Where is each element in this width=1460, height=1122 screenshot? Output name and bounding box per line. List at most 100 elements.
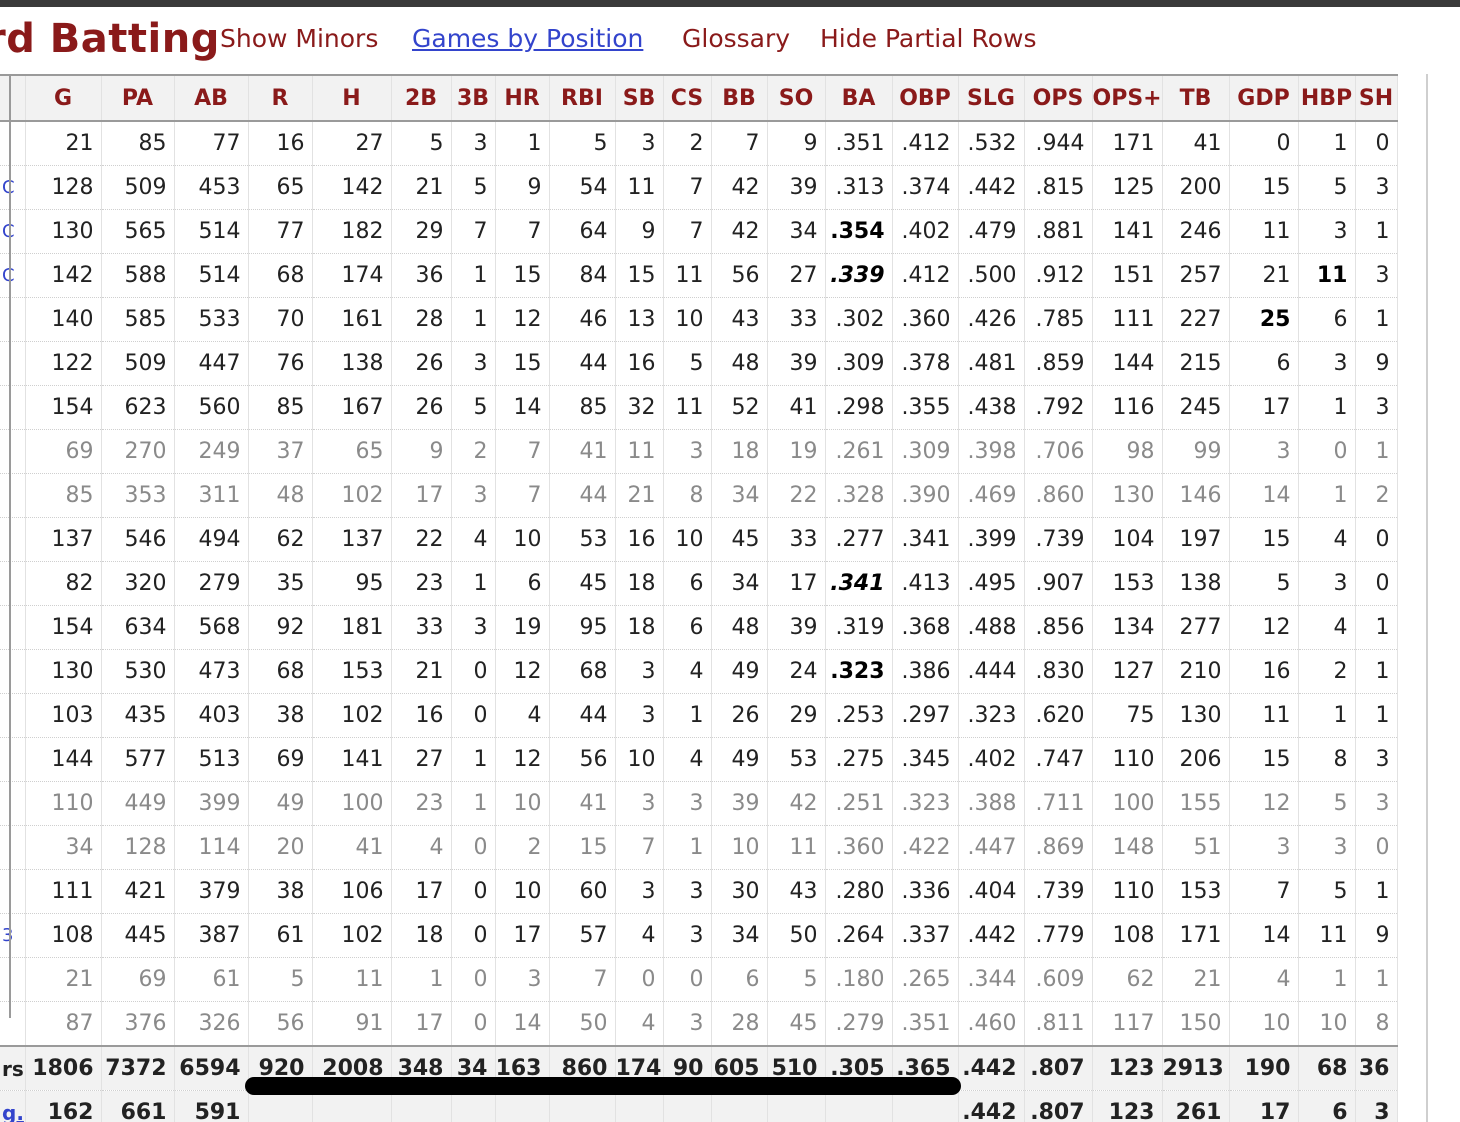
stat-cell: 8 [1355,1001,1398,1047]
row-lead-cell[interactable]: C [0,165,26,210]
column-header-obp[interactable]: OBP [892,74,959,122]
glossary-link[interactable]: Glossary [682,24,791,53]
column-header-3b[interactable]: 3B [451,74,496,122]
stat-cell: .747 [1024,737,1093,782]
stat-cell: 108 [25,913,102,958]
stat-cell: 9 [495,165,550,210]
stat-cell: .345 [892,737,959,782]
row-lead-cell [0,385,26,430]
stat-cell: 6 [495,561,550,606]
column-header-ba[interactable]: BA [825,74,893,122]
season-row: C13056551477182297764974234.354.402.479.… [0,209,1398,254]
stat-cell: 1 [1355,429,1398,474]
stat-cell: 41 [549,781,616,826]
stat-cell: 3 [1355,253,1398,298]
column-header-pa[interactable]: PA [101,74,175,122]
column-header-so[interactable]: SO [767,74,826,122]
column-header-r[interactable]: R [248,74,313,122]
hide-partial-rows-link[interactable]: Hide Partial Rows [820,24,1037,53]
column-header-bb[interactable]: BB [711,74,768,122]
stat-cell: 171 [1092,121,1163,166]
row-lead-cell[interactable]: C [0,253,26,298]
stat-cell: .378 [892,341,959,386]
stat-cell [767,1090,826,1122]
stat-cell: 56 [549,737,616,782]
stat-cell: 7 [495,473,550,518]
column-header-h[interactable]: H [312,74,392,122]
row-lead-cell [0,737,26,782]
stat-cell: 41 [312,825,392,870]
stat-cell: 10 [495,869,550,914]
column-header-rbi[interactable]: RBI [549,74,616,122]
stat-cell: 62 [248,517,313,562]
stat-cell: 39 [767,165,826,210]
stat-cell: 116 [1092,385,1163,430]
stat-cell: .313 [825,165,893,210]
stat-cell: 36 [391,253,452,298]
season-row: 87 376 326 56 91 17 0 14 50 4 3 28 45.279.351.460.81… [0,1001,1398,1047]
season-row: 137 546 494 62 137 22 4 10 53 16 10 45 33.277.341.39… [0,517,1398,562]
row-lead-cell[interactable]: rs [0,1045,26,1091]
stat-cell: 56 [711,253,768,298]
stat-cell: 546 [101,517,175,562]
column-header-hbp[interactable]: HBP [1298,74,1356,122]
stat-cell: 3 [615,781,664,826]
games-by-position-link[interactable]: Games by Position [412,24,644,53]
stat-cell: 320 [101,561,175,606]
stat-cell: 11 [312,957,392,1002]
column-header-cs[interactable]: CS [663,74,712,122]
column-header-hr[interactable]: HR [495,74,550,122]
stat-cell: .739 [1024,869,1093,914]
stat-cell: .620 [1024,693,1093,738]
stat-cell: 138 [1162,561,1230,606]
column-header-slg[interactable]: SLG [958,74,1025,122]
stat-cell: 246 [1162,209,1230,254]
column-header-sh[interactable]: SH [1355,74,1398,122]
stat-cell: 5 [1229,561,1299,606]
stat-cell: 130 [25,649,102,694]
stat-cell: .739 [1024,517,1093,562]
stat-cell: 45 [549,561,616,606]
stat-cell: 12 [495,737,550,782]
stat-cell: 3 [1355,737,1398,782]
stat-cell: 2 [495,825,550,870]
table-left-rule [9,74,11,1018]
stat-cell: 110 [25,781,102,826]
stat-cell: .711 [1024,781,1093,826]
stat-cell: 3 [663,781,712,826]
show-minors-link[interactable]: Show Minors [220,24,379,53]
row-lead-cell[interactable]: g. [0,1090,26,1122]
column-header-tb[interactable]: TB [1162,74,1230,122]
stat-cell: 141 [312,737,392,782]
stat-cell: 182 [312,209,392,254]
stat-cell: 162 [25,1090,102,1122]
column-header-gdp[interactable]: GDP [1229,74,1299,122]
column-header-sb[interactable]: SB [615,74,664,122]
stat-cell: 421 [101,869,175,914]
row-lead-cell [0,957,26,1002]
stat-cell: 245 [1162,385,1230,430]
stat-cell: .275 [825,737,893,782]
stat-cell: 69 [101,957,175,1002]
stat-cell: .298 [825,385,893,430]
batting-table-container[interactable]: G PA AB R H 2B 3B HR RBI SB CS BB SO BA OBP SLG OPS OPS+ T… [0,74,1430,1122]
stat-cell: 1806 [25,1045,102,1091]
stat-cell: 76 [248,341,313,386]
column-header-ops[interactable]: OPS [1024,74,1093,122]
stat-cell: 1 [1355,957,1398,1002]
stat-cell: 16 [615,517,664,562]
column-header-ops-plus[interactable]: OPS+ [1092,74,1163,122]
stat-cell: 75 [1092,693,1163,738]
stat-cell: .374 [892,165,959,210]
season-row: 154 623 560 85 167 26 5 14 85 32 11 52 41.298.355.43… [0,385,1398,430]
column-header-g[interactable]: G [25,74,102,122]
column-header-2b[interactable]: 2B [391,74,452,122]
row-lead-cell[interactable]: C [0,209,26,254]
stat-cell: 5 [248,957,313,1002]
stat-cell: 68 [1298,1045,1356,1091]
column-header-lead[interactable] [0,74,26,122]
column-header-ab[interactable]: AB [174,74,249,122]
stat-cell: 30 [711,869,768,914]
stat-cell: 146 [1162,473,1230,518]
row-lead-cell[interactable]: 3 [0,913,26,958]
